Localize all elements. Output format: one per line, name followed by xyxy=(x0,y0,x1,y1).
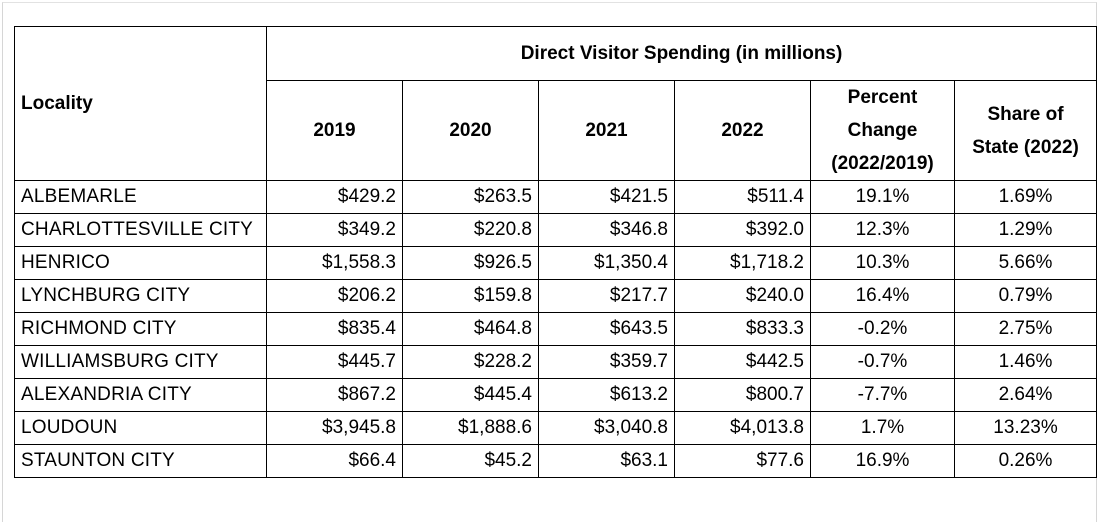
cell-locality: CHARLOTTESVILLE CITY xyxy=(14,213,267,247)
col-header-2019: 2019 xyxy=(266,80,403,181)
cell-2019: $867.2 xyxy=(266,378,403,412)
cell-2020: $445.4 xyxy=(402,378,539,412)
share-line1: Share of xyxy=(987,103,1064,125)
cell-locality: LOUDOUN xyxy=(14,411,267,445)
col-header-percent-change: Percent Change (2022/2019) xyxy=(810,80,955,181)
cell-2022: $240.0 xyxy=(674,279,811,313)
cell-2021: $3,040.8 xyxy=(538,411,675,445)
cell-locality: STAUNTON CITY xyxy=(14,444,267,478)
percent-change-line2: Change xyxy=(847,120,918,141)
share-line2: State (2022) xyxy=(972,136,1079,158)
cell-2021: $346.8 xyxy=(538,213,675,247)
header-row-group: Locality Direct Visitor Spending (in mil… xyxy=(14,26,1098,181)
table-row: STAUNTON CITY $66.4 $45.2 $63.1 $77.6 16.9% 0.… xyxy=(14,444,1098,478)
cell-2020: $45.2 xyxy=(402,444,539,478)
table-row: LYNCHBURG CITY $206.2 $159.8 $217.7 $240.0 16… xyxy=(14,279,1098,313)
table-row: ALBEMARLE $429.2 $263.5 $421.5 $511.4 19.1% 1.… xyxy=(14,180,1098,214)
cell-2019: $66.4 xyxy=(266,444,403,478)
cell-2022: $77.6 xyxy=(674,444,811,478)
cell-2020: $220.8 xyxy=(402,213,539,247)
cell-2019: $3,945.8 xyxy=(266,411,403,445)
table-row: RICHMOND CITY $835.4 $464.8 $643.5 $833.3 -0.… xyxy=(14,312,1098,346)
table-row: WILLIAMSBURG CITY $445.7 $228.2 $359.7 $442.… xyxy=(14,345,1098,379)
cell-2022: $4,013.8 xyxy=(674,411,811,445)
cell-share-of-state: 1.46% xyxy=(953,345,1098,379)
cell-2020: $464.8 xyxy=(402,312,539,346)
header-row-columns: 2019 2020 2021 2022 Percent Change (2022… xyxy=(15,80,1098,181)
table-body: ALBEMARLE $429.2 $263.5 $421.5 $511.4 19.1% 1.… xyxy=(14,180,1098,478)
cell-2019: $835.4 xyxy=(266,312,403,346)
cell-percent-change: -0.2% xyxy=(810,312,955,346)
col-header-share-of-state: Share of State (2022) xyxy=(953,80,1098,181)
group-header: Direct Visitor Spending (in millions) xyxy=(265,26,1098,81)
cell-2020: $228.2 xyxy=(402,345,539,379)
cell-2021: $613.2 xyxy=(538,378,675,412)
cell-2020: $263.5 xyxy=(402,180,539,214)
cell-locality: HENRICO xyxy=(14,246,267,280)
percent-change-line3: (2022/2019) xyxy=(831,153,934,174)
col-header-2021: 2021 xyxy=(538,80,675,181)
col-header-2022: 2022 xyxy=(674,80,811,181)
cell-2019: $349.2 xyxy=(266,213,403,247)
cell-share-of-state: 2.75% xyxy=(953,312,1098,346)
cell-2021: $1,350.4 xyxy=(538,246,675,280)
cell-percent-change: -7.7% xyxy=(810,378,955,412)
cell-share-of-state: 0.79% xyxy=(953,279,1098,313)
cell-percent-change: -0.7% xyxy=(810,345,955,379)
cell-share-of-state: 1.69% xyxy=(953,180,1098,214)
cell-percent-change: 12.3% xyxy=(810,213,955,247)
table-row: LOUDOUN $3,945.8 $1,888.6 $3,040.8 $4,013.8 1… xyxy=(14,411,1098,445)
cell-2020: $1,888.6 xyxy=(402,411,539,445)
cell-2022: $392.0 xyxy=(674,213,811,247)
cell-locality: LYNCHBURG CITY xyxy=(14,279,267,313)
cell-2021: $217.7 xyxy=(538,279,675,313)
cell-2019: $445.7 xyxy=(266,345,403,379)
table-row: HENRICO $1,558.3 $926.5 $1,350.4 $1,718.2 10.… xyxy=(14,246,1098,280)
cell-2022: $1,718.2 xyxy=(674,246,811,280)
table-row: ALEXANDRIA CITY $867.2 $445.4 $613.2 $800.7-… xyxy=(14,378,1098,412)
cell-share-of-state: 0.26% xyxy=(953,444,1098,478)
cell-share-of-state: 1.29% xyxy=(953,213,1098,247)
cell-percent-change: 10.3% xyxy=(810,246,955,280)
cell-locality: ALBEMARLE xyxy=(14,180,267,214)
cell-2022: $800.7 xyxy=(674,378,811,412)
cell-percent-change: 16.9% xyxy=(810,444,955,478)
table-row: CHARLOTTESVILLE CITY $349.2 $220.8 $346.8 $3… xyxy=(14,213,1098,247)
cell-percent-change: 1.7% xyxy=(810,411,955,445)
cell-share-of-state: 5.66% xyxy=(953,246,1098,280)
cell-locality: RICHMOND CITY xyxy=(14,312,267,346)
cell-2022: $833.3 xyxy=(674,312,811,346)
cell-2021: $421.5 xyxy=(538,180,675,214)
locality-header: Locality xyxy=(14,26,267,181)
cell-2019: $1,558.3 xyxy=(266,246,403,280)
cell-share-of-state: 2.64% xyxy=(953,378,1098,412)
cell-2021: $359.7 xyxy=(538,345,675,379)
cell-percent-change: 16.4% xyxy=(810,279,955,313)
cell-2021: $643.5 xyxy=(538,312,675,346)
cell-2019: $206.2 xyxy=(266,279,403,313)
visitor-spending-table: Locality Direct Visitor Spending (in mil… xyxy=(14,26,1098,478)
cell-2020: $926.5 xyxy=(402,246,539,280)
cell-2022: $442.5 xyxy=(674,345,811,379)
cell-share-of-state: 13.23% xyxy=(953,411,1098,445)
col-header-2020: 2020 xyxy=(402,80,539,181)
percent-change-line1: Percent xyxy=(847,87,918,108)
cell-2020: $159.8 xyxy=(402,279,539,313)
cell-2022: $511.4 xyxy=(674,180,811,214)
cell-locality: WILLIAMSBURG CITY xyxy=(14,345,267,379)
cell-2021: $63.1 xyxy=(538,444,675,478)
cell-locality: ALEXANDRIA CITY xyxy=(14,378,267,412)
cell-percent-change: 19.1% xyxy=(810,180,955,214)
cell-2019: $429.2 xyxy=(266,180,403,214)
